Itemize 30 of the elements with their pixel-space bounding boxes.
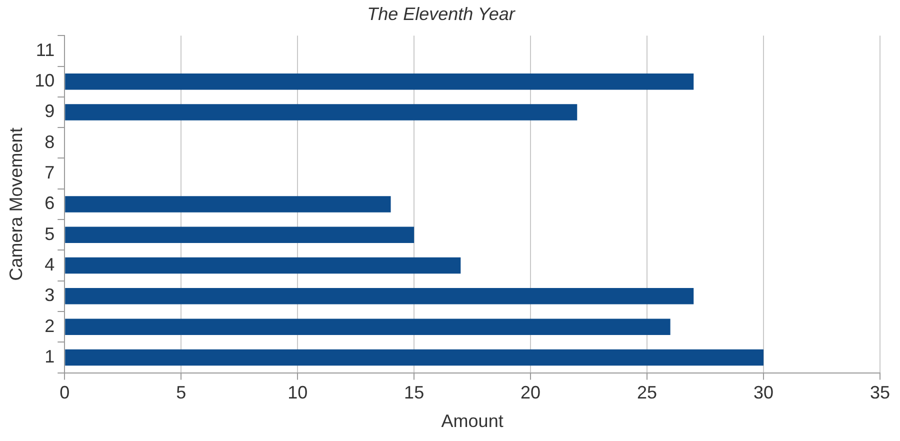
x-tick-label: 20 <box>520 382 541 403</box>
y-tick-label: 1 <box>44 346 55 366</box>
chart-title: The Eleventh Year <box>367 4 516 24</box>
y-tick-label: 7 <box>44 162 55 183</box>
y-tick-label: 2 <box>44 316 55 336</box>
bar <box>65 288 694 304</box>
y-tick-label: 6 <box>44 193 55 214</box>
y-tick-label: 4 <box>44 254 55 274</box>
bar <box>65 226 414 243</box>
x-tick-label: 5 <box>176 382 186 403</box>
bar <box>65 73 694 90</box>
y-tick-label: 8 <box>44 132 55 152</box>
bar <box>65 104 578 120</box>
y-tick-label: 9 <box>44 101 55 122</box>
x-tick-label: 35 <box>870 382 890 403</box>
x-tick-label: 15 <box>404 382 424 403</box>
x-tick-label: 25 <box>637 382 658 403</box>
y-tick-label: 3 <box>44 285 55 306</box>
bar <box>65 349 764 366</box>
y-tick-label: 11 <box>36 40 55 60</box>
y-axis-title: Camera Movement <box>6 128 26 281</box>
bar <box>65 257 461 274</box>
x-axis-title: Amount <box>441 411 504 432</box>
x-tick-label: 30 <box>754 382 774 403</box>
x-tick-label: 0 <box>60 382 70 403</box>
x-tick-label: 10 <box>288 382 308 403</box>
bar <box>65 318 670 335</box>
y-tick-label: 10 <box>34 70 55 91</box>
bar <box>65 196 391 212</box>
y-tick-label: 5 <box>44 224 55 244</box>
